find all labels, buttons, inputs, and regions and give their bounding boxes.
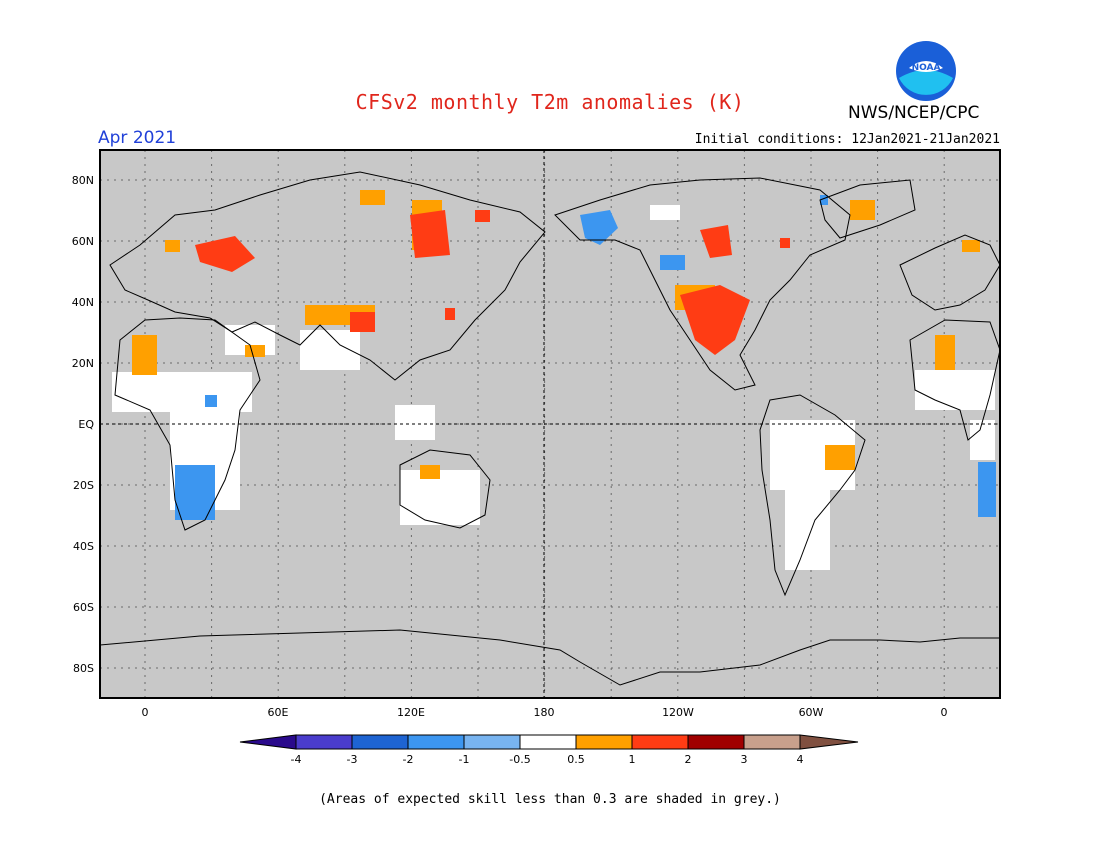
lon-label: 120E bbox=[397, 706, 425, 719]
lat-label: 20N bbox=[72, 357, 94, 370]
legend-arrow-high bbox=[799, 734, 859, 750]
map-frame bbox=[99, 149, 1001, 699]
legend-swatch bbox=[687, 734, 745, 750]
lat-label: 60N bbox=[72, 235, 94, 248]
lat-axis-labels: 80N 60N 40N 20N EQ 20S 40S 60S 80S bbox=[72, 174, 95, 675]
lat-label: 80S bbox=[73, 662, 94, 675]
legend-label: -4 bbox=[291, 753, 302, 766]
coastlines bbox=[100, 171, 1000, 686]
legend-label: -3 bbox=[347, 753, 358, 766]
initial-conditions: Initial conditions: 12Jan2021-21Jan2021 bbox=[694, 132, 1000, 147]
organization-label: NWS/NCEP/CPC bbox=[848, 103, 980, 123]
lon-label: 0 bbox=[142, 706, 149, 719]
lon-axis-labels: 0 60E 120E 180 120W 60W 0 bbox=[142, 706, 948, 719]
lon-label: 60E bbox=[268, 706, 289, 719]
legend-arrow-low bbox=[239, 734, 297, 750]
noaa-logo-icon: NOAA bbox=[896, 41, 956, 101]
near-normal-areas bbox=[112, 205, 995, 570]
lat-label: 60S bbox=[73, 601, 94, 614]
legend-label: -0.5 bbox=[509, 753, 530, 766]
lat-label: EQ bbox=[78, 418, 94, 431]
legend-label: -2 bbox=[403, 753, 414, 766]
logo-text: NOAA bbox=[912, 63, 941, 73]
legend-swatch bbox=[463, 734, 521, 750]
color-legend bbox=[239, 734, 859, 750]
lon-label: 180 bbox=[534, 706, 555, 719]
legend-swatch bbox=[351, 734, 409, 750]
legend-swatch bbox=[295, 734, 353, 750]
warm-anomalies-2k bbox=[195, 210, 790, 355]
legend-swatch bbox=[575, 734, 633, 750]
lat-label: 20S bbox=[73, 479, 94, 492]
legend-swatch bbox=[407, 734, 465, 750]
legend-label: 1 bbox=[629, 753, 636, 766]
cool-anomalies bbox=[175, 195, 996, 520]
forecast-month: Apr 2021 bbox=[98, 128, 177, 148]
lon-label: 120W bbox=[662, 706, 694, 719]
legend-label: 3 bbox=[741, 753, 748, 766]
legend-swatch bbox=[631, 734, 689, 750]
lon-label: 0 bbox=[941, 706, 948, 719]
legend-label: 0.5 bbox=[567, 753, 585, 766]
legend-label: -1 bbox=[459, 753, 470, 766]
legend-label: 2 bbox=[685, 753, 692, 766]
legend-label: 4 bbox=[797, 753, 804, 766]
legend-swatch bbox=[743, 734, 801, 750]
legend-labels: -4 -3 -2 -1 -0.5 0.5 1 2 3 4 bbox=[291, 753, 804, 766]
chart-title: CFSv2 monthly T2m anomalies (K) bbox=[355, 90, 745, 114]
lat-label: 80N bbox=[72, 174, 94, 187]
lat-label: 40N bbox=[72, 296, 94, 309]
lat-label: 40S bbox=[73, 540, 94, 553]
skill-note: (Areas of expected skill less than 0.3 a… bbox=[319, 792, 781, 807]
lon-label: 60W bbox=[799, 706, 824, 719]
legend-swatch bbox=[519, 734, 577, 750]
